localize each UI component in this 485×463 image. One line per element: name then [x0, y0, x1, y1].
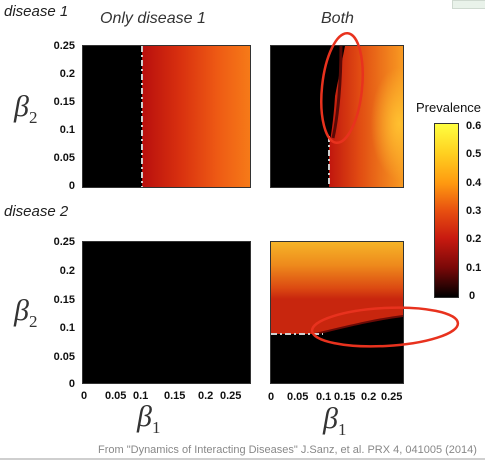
y-tick: 0.1 — [59, 124, 75, 136]
colorbar-tick: 0.2 — [466, 233, 482, 245]
heatmap-canvas — [83, 242, 250, 383]
x-tick: 0 — [81, 390, 88, 402]
y-tick: 0.15 — [53, 96, 75, 108]
x-axis-symbol: β — [137, 400, 152, 433]
y-axis-label-bottom: β2 — [14, 294, 37, 332]
bottom-divider — [0, 458, 485, 460]
heatmap-only-d1-disease1 — [82, 45, 251, 188]
y-axis-subscript: 2 — [28, 108, 38, 127]
y-tick: 0.2 — [59, 68, 75, 80]
colorbar-gradient — [434, 123, 459, 298]
x-tick: 0.15 — [334, 391, 356, 403]
x-axis-symbol: β — [323, 402, 338, 435]
column-title-only-disease-1: Only disease 1 — [100, 10, 206, 27]
corner-thumbnail — [452, 0, 485, 9]
row-label-disease-2: disease 2 — [4, 203, 69, 220]
y-tick: 0.2 — [59, 265, 75, 277]
x-tick: 0.2 — [361, 391, 377, 403]
y-axis-symbol: β — [14, 90, 29, 123]
y-tick: 0 — [68, 378, 75, 390]
y-axis-symbol: β — [14, 294, 29, 327]
y-axis-subscript: 2 — [28, 312, 38, 331]
annotation-ellipse-bottom — [310, 306, 460, 348]
row-label-disease-1: disease 1 — [4, 3, 69, 20]
colorbar-tick: 0.5 — [466, 148, 482, 160]
x-axis-label-left: β1 — [137, 400, 160, 438]
heatmap-canvas — [271, 242, 403, 383]
x-tick: 0.1 — [316, 391, 332, 403]
y-tick: 0.25 — [53, 236, 75, 248]
colorbar-tick: 0.4 — [466, 177, 482, 189]
y-tick: 0.1 — [59, 322, 75, 334]
x-axis-subscript: 1 — [151, 418, 161, 437]
colorbar-title: Prevalence — [416, 100, 482, 115]
y-axis-label-top: β2 — [14, 90, 37, 128]
heatmap-only-d1-disease2 — [82, 241, 251, 384]
colorbar-tick: 0.1 — [466, 262, 482, 274]
x-tick: 0.2 — [198, 390, 214, 402]
colorbar-tick: 0 — [469, 290, 476, 302]
y-tick: 0.05 — [53, 351, 75, 363]
colorbar-tick: 0.6 — [466, 120, 482, 132]
x-tick: 0.25 — [220, 390, 242, 402]
y-tick: 0.15 — [53, 294, 75, 306]
annotation-ellipse-top — [320, 32, 364, 144]
citation-footer: From "Dynamics of Interacting Diseases" … — [98, 444, 477, 456]
colorbar-tick: 0.3 — [466, 205, 482, 217]
heatmap-both-disease2 — [270, 241, 404, 384]
y-tick: 0.25 — [53, 40, 75, 52]
column-title-both: Both — [321, 10, 354, 27]
x-tick: 0.05 — [287, 391, 309, 403]
x-tick: 0 — [268, 391, 275, 403]
x-tick: 0.05 — [105, 390, 127, 402]
y-tick: 0.05 — [53, 152, 75, 164]
x-tick: 0.1 — [133, 390, 149, 402]
x-tick: 0.25 — [381, 391, 403, 403]
x-tick: 0.15 — [164, 390, 186, 402]
heatmap-both-disease1 — [270, 45, 404, 188]
y-tick: 0 — [68, 180, 75, 192]
x-axis-label-right: β1 — [323, 402, 346, 440]
x-axis-subscript: 1 — [337, 420, 347, 439]
heatmap-canvas — [83, 46, 250, 187]
heatmap-canvas — [271, 46, 403, 187]
